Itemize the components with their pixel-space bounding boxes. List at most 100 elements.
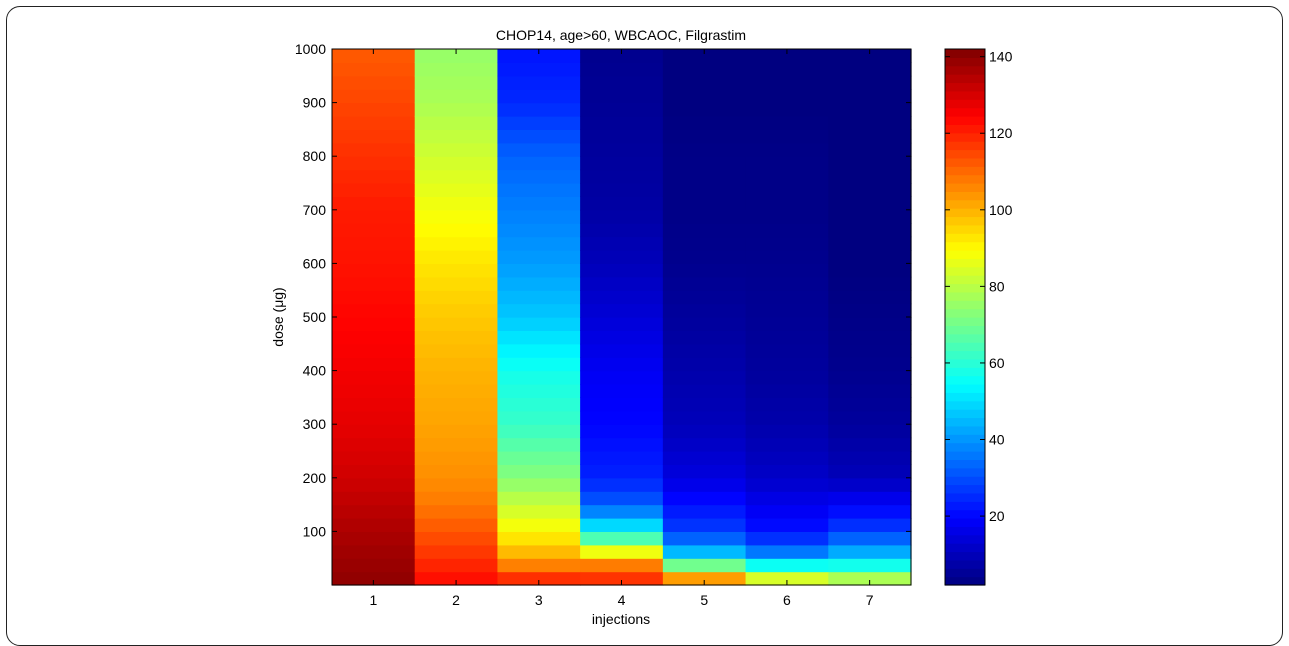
- heatmap-cell: [745, 102, 829, 117]
- heatmap-cell: [828, 397, 912, 412]
- heatmap-cell: [662, 116, 747, 130]
- heatmap-cell: [745, 343, 829, 358]
- heatmap-cell: [332, 183, 416, 197]
- heatmap-cell: [332, 129, 416, 144]
- heatmap-cell: [745, 370, 829, 385]
- heatmap-cell: [828, 410, 912, 425]
- colorbar-segment: [945, 384, 985, 393]
- heatmap-cell: [828, 544, 912, 559]
- heatmap-cell: [745, 196, 829, 211]
- colorbar-segment: [945, 149, 985, 159]
- heatmap-cell: [497, 196, 581, 211]
- colorbar-segment: [945, 576, 985, 586]
- heatmap-cell: [414, 223, 499, 238]
- heatmap-cell: [662, 370, 747, 385]
- heatmap-cell: [580, 437, 664, 452]
- colorbar-segment: [945, 99, 985, 109]
- heatmap-cell: [828, 571, 912, 586]
- colorbar-segment: [945, 342, 985, 352]
- heatmap-cell: [745, 544, 829, 559]
- colorbar-tick-label: 140: [989, 49, 1013, 65]
- heatmap-cell: [332, 49, 416, 63]
- heatmap-cell: [497, 102, 581, 117]
- heatmap-cell: [745, 491, 829, 506]
- colorbar-segment: [945, 141, 985, 151]
- heatmap-cell: [414, 317, 499, 331]
- colorbar-segment: [945, 266, 985, 276]
- colorbar-segment: [945, 543, 985, 553]
- colorbar-segment: [945, 476, 985, 486]
- heatmap-cell: [745, 250, 829, 264]
- heatmap-cell: [745, 384, 829, 398]
- colorbar-segment: [945, 241, 985, 251]
- colorbar-segment: [945, 208, 985, 218]
- heatmap-cell: [662, 397, 747, 412]
- heatmap-cell: [580, 491, 664, 506]
- heatmap-cell: [662, 491, 747, 506]
- colorbar-segment: [945, 425, 985, 435]
- heatmap-cell: [745, 49, 829, 63]
- colorbar-ticks: 20 40 60 80 100 120 140: [945, 49, 1013, 524]
- heatmap-cell: [497, 491, 581, 506]
- heatmap-cell: [580, 504, 664, 519]
- heatmap-cell: [497, 384, 581, 398]
- heatmap-cell: [414, 209, 499, 224]
- heatmap-cell: [332, 424, 416, 439]
- heatmap-cell: [332, 156, 416, 171]
- colorbar-segment: [945, 367, 985, 377]
- heatmap-cell: [745, 62, 829, 77]
- heatmap-cell: [828, 276, 912, 291]
- heatmap-cell: [497, 477, 581, 492]
- colorbar-segment: [945, 191, 985, 201]
- heatmap-cell: [580, 156, 664, 171]
- heatmap-cell: [332, 518, 416, 532]
- heatmap-cell: [828, 75, 912, 90]
- heatmap-cell: [414, 477, 499, 492]
- heatmap-cell: [662, 142, 747, 157]
- colorbar-segment: [945, 392, 985, 402]
- colorbar-segment: [945, 65, 985, 75]
- heatmap-cell: [580, 116, 664, 130]
- y-tick-label: 100: [303, 523, 327, 539]
- colorbar-segment: [945, 518, 985, 527]
- heatmap-cell: [828, 209, 912, 224]
- heatmap-cell: [580, 370, 664, 385]
- heatmap-cell: [662, 464, 747, 479]
- heatmap-cell: [580, 531, 664, 546]
- heatmap-cell: [332, 330, 416, 345]
- colorbar-segment: [945, 308, 985, 318]
- heatmap-cell: [497, 290, 581, 305]
- heatmap-cell: [332, 276, 416, 291]
- heatmap-cell: [828, 357, 912, 372]
- x-tick-label: 5: [700, 592, 708, 608]
- heatmap-cell: [580, 276, 664, 291]
- heatmap-cell: [662, 303, 747, 318]
- heatmap-cell: [414, 156, 499, 171]
- heatmap-cell: [745, 290, 829, 305]
- colorbar-segment: [945, 283, 985, 293]
- heatmap-cell: [414, 75, 499, 90]
- y-axis-label: dose (μg): [270, 287, 286, 346]
- heatmap-cell: [828, 102, 912, 117]
- heatmap-cell: [332, 236, 416, 251]
- x-tick-label: 6: [783, 592, 791, 608]
- x-tick-label: 7: [866, 592, 874, 608]
- heatmap-cell: [662, 317, 747, 331]
- heatmap-cell: [497, 370, 581, 385]
- heatmap-cell: [332, 544, 416, 559]
- heatmap-cell: [332, 558, 416, 573]
- heatmap-cell: [828, 477, 912, 492]
- heatmap-cell: [497, 531, 581, 546]
- colorbar-segment: [945, 124, 985, 134]
- colorbar-segment: [945, 375, 985, 385]
- heatmap-cell: [828, 142, 912, 157]
- heatmap-cell: [332, 384, 416, 398]
- y-tick-label: 500: [303, 309, 327, 325]
- heatmap-cell: [332, 571, 416, 586]
- heatmap-cell: [828, 62, 912, 77]
- heatmap-cell: [332, 102, 416, 117]
- heatmap-cell: [497, 410, 581, 425]
- heatmap-cell: [745, 451, 829, 465]
- heatmap-cell: [662, 437, 747, 452]
- colorbar-segment: [945, 467, 985, 477]
